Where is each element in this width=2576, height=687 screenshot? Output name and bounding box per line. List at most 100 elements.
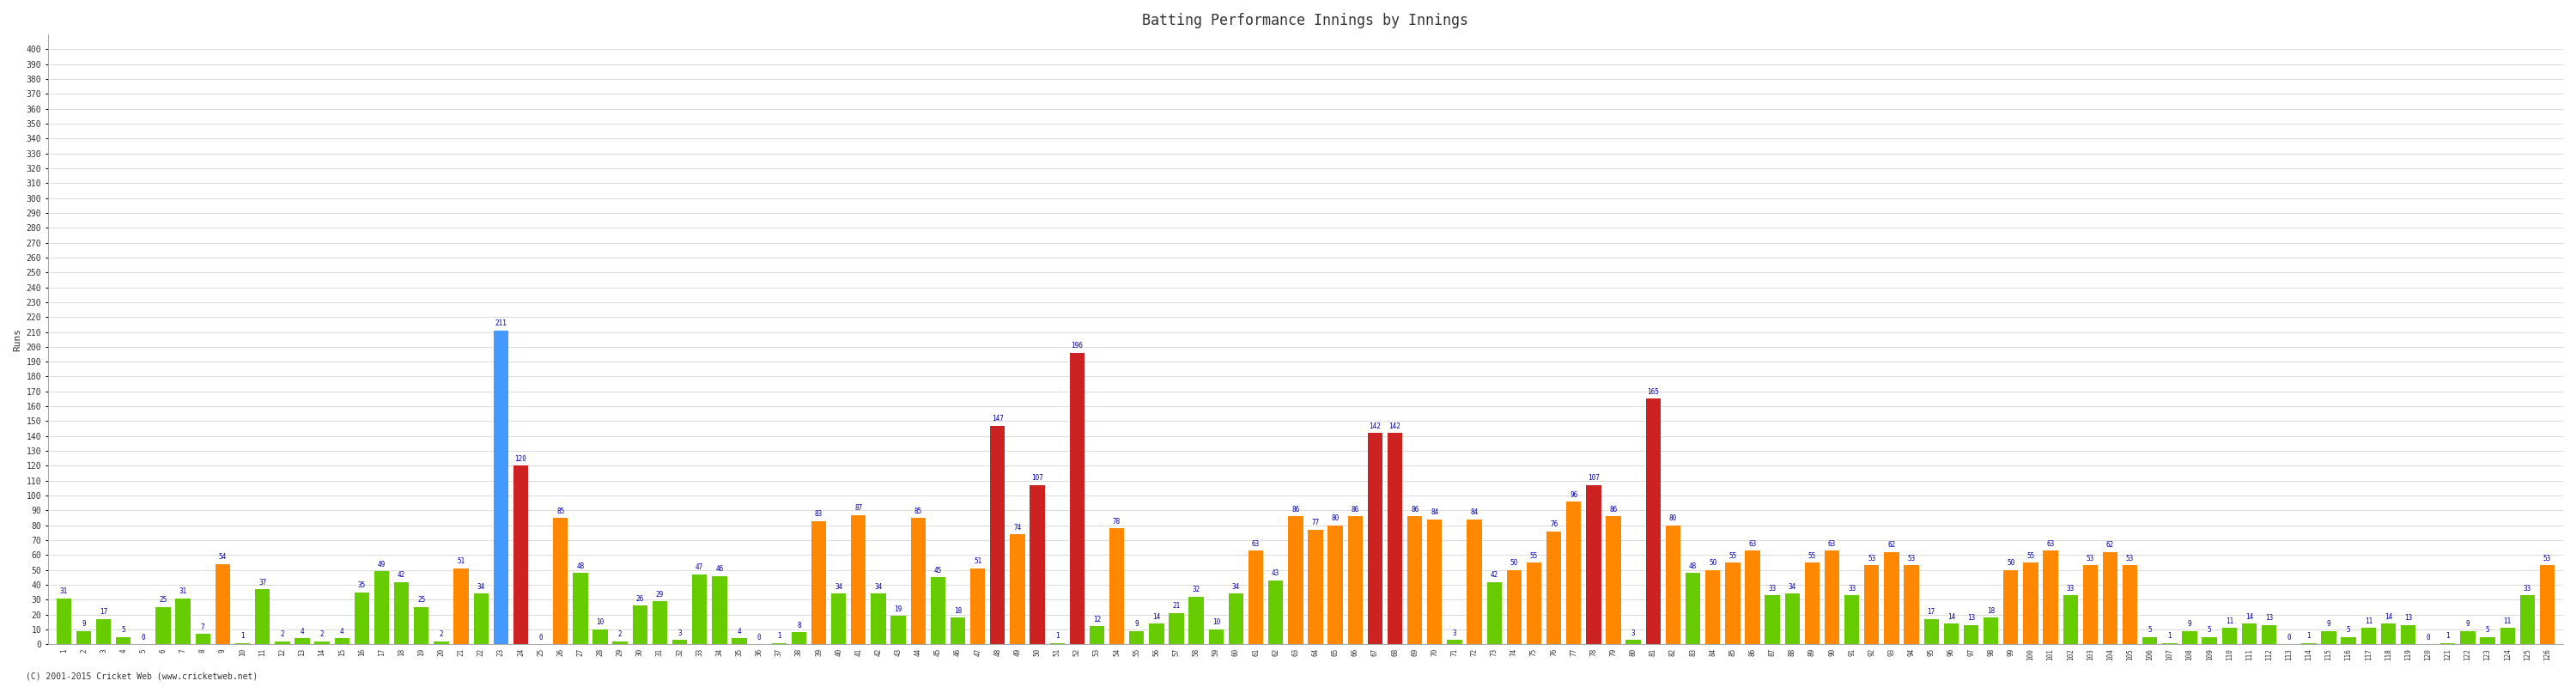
Text: 4: 4: [737, 628, 742, 635]
Text: 14: 14: [2385, 613, 2393, 620]
Bar: [394, 582, 410, 644]
Text: 37: 37: [258, 578, 265, 586]
Text: 47: 47: [696, 563, 703, 572]
Bar: [2342, 637, 2357, 644]
Bar: [1785, 594, 1801, 644]
Bar: [1188, 597, 1203, 644]
Text: 33: 33: [2066, 585, 2074, 592]
Text: 142: 142: [1368, 423, 1381, 430]
Text: 86: 86: [1352, 506, 1360, 513]
Text: 84: 84: [1471, 508, 1479, 517]
Bar: [811, 521, 827, 644]
Text: 3: 3: [677, 629, 683, 637]
Text: 55: 55: [1728, 552, 1736, 559]
Bar: [1705, 570, 1721, 644]
Text: 54: 54: [219, 553, 227, 561]
Bar: [1528, 563, 1540, 644]
Text: 9: 9: [1133, 620, 1139, 628]
Text: 55: 55: [1808, 552, 1816, 559]
Bar: [1625, 640, 1641, 644]
Bar: [2540, 565, 2555, 644]
Bar: [2084, 565, 2097, 644]
Bar: [1128, 631, 1144, 644]
Text: 51: 51: [974, 558, 981, 565]
Bar: [732, 638, 747, 644]
Bar: [374, 572, 389, 644]
Text: 86: 86: [1291, 506, 1298, 513]
Text: 83: 83: [814, 510, 822, 518]
Bar: [1427, 519, 1443, 644]
Bar: [634, 606, 647, 644]
Text: 1: 1: [1056, 632, 1059, 640]
Bar: [1030, 485, 1046, 644]
Bar: [930, 577, 945, 644]
Bar: [1388, 433, 1401, 644]
Text: 2: 2: [281, 631, 283, 638]
Text: 5: 5: [121, 626, 126, 634]
Bar: [1010, 534, 1025, 644]
Text: 9: 9: [2187, 620, 2192, 628]
Bar: [255, 589, 270, 644]
Text: 11: 11: [2365, 617, 2372, 625]
Title: Batting Performance Innings by Innings: Batting Performance Innings by Innings: [1141, 13, 1468, 28]
Text: 53: 53: [2087, 554, 2094, 563]
Text: 33: 33: [2524, 585, 2532, 592]
Text: 1: 1: [2169, 632, 2172, 640]
Text: 2: 2: [618, 631, 621, 638]
Text: 17: 17: [1927, 608, 1935, 616]
Bar: [652, 601, 667, 644]
Bar: [2043, 550, 2058, 644]
Bar: [1566, 502, 1582, 644]
Text: 48: 48: [1690, 562, 1698, 570]
Bar: [453, 568, 469, 644]
Text: 85: 85: [914, 507, 922, 515]
Bar: [2063, 595, 2079, 644]
Bar: [1466, 519, 1481, 644]
Bar: [1984, 618, 1999, 644]
Text: 10: 10: [595, 619, 605, 627]
Bar: [2460, 631, 2476, 644]
Text: 50: 50: [2007, 559, 2014, 567]
Text: 19: 19: [894, 605, 902, 613]
Text: 5: 5: [2208, 626, 2210, 634]
Text: 35: 35: [358, 581, 366, 589]
Text: 43: 43: [1273, 570, 1280, 577]
Text: 5: 5: [2486, 626, 2488, 634]
Bar: [1865, 565, 1878, 644]
Text: 196: 196: [1072, 342, 1082, 350]
Bar: [1744, 550, 1759, 644]
Text: 32: 32: [1193, 586, 1200, 594]
Text: 77: 77: [1311, 519, 1319, 527]
Bar: [433, 641, 448, 644]
Text: 14: 14: [1151, 613, 1162, 620]
Text: 34: 34: [1231, 583, 1239, 591]
Text: 11: 11: [2504, 617, 2512, 625]
Bar: [2262, 625, 2277, 644]
Text: 96: 96: [1569, 491, 1577, 499]
Bar: [155, 607, 170, 644]
Bar: [1069, 352, 1084, 644]
Text: 25: 25: [417, 596, 425, 604]
Text: 51: 51: [456, 558, 466, 565]
Bar: [1309, 530, 1324, 644]
Bar: [951, 618, 966, 644]
Text: 3: 3: [1453, 629, 1455, 637]
Bar: [832, 594, 845, 644]
Bar: [1249, 550, 1262, 644]
Text: 74: 74: [1012, 523, 1023, 531]
Text: 49: 49: [379, 561, 386, 568]
Bar: [2123, 565, 2138, 644]
Text: 42: 42: [1492, 571, 1499, 579]
Bar: [672, 640, 688, 644]
Bar: [711, 576, 726, 644]
Text: 34: 34: [1788, 583, 1795, 591]
Bar: [1646, 399, 1662, 644]
Text: 0: 0: [2287, 633, 2290, 641]
Text: 9: 9: [2326, 620, 2331, 628]
Bar: [1288, 517, 1303, 644]
Text: 0: 0: [2427, 633, 2429, 641]
Bar: [495, 330, 507, 644]
Bar: [335, 638, 350, 644]
Bar: [2380, 624, 2396, 644]
Bar: [1149, 624, 1164, 644]
